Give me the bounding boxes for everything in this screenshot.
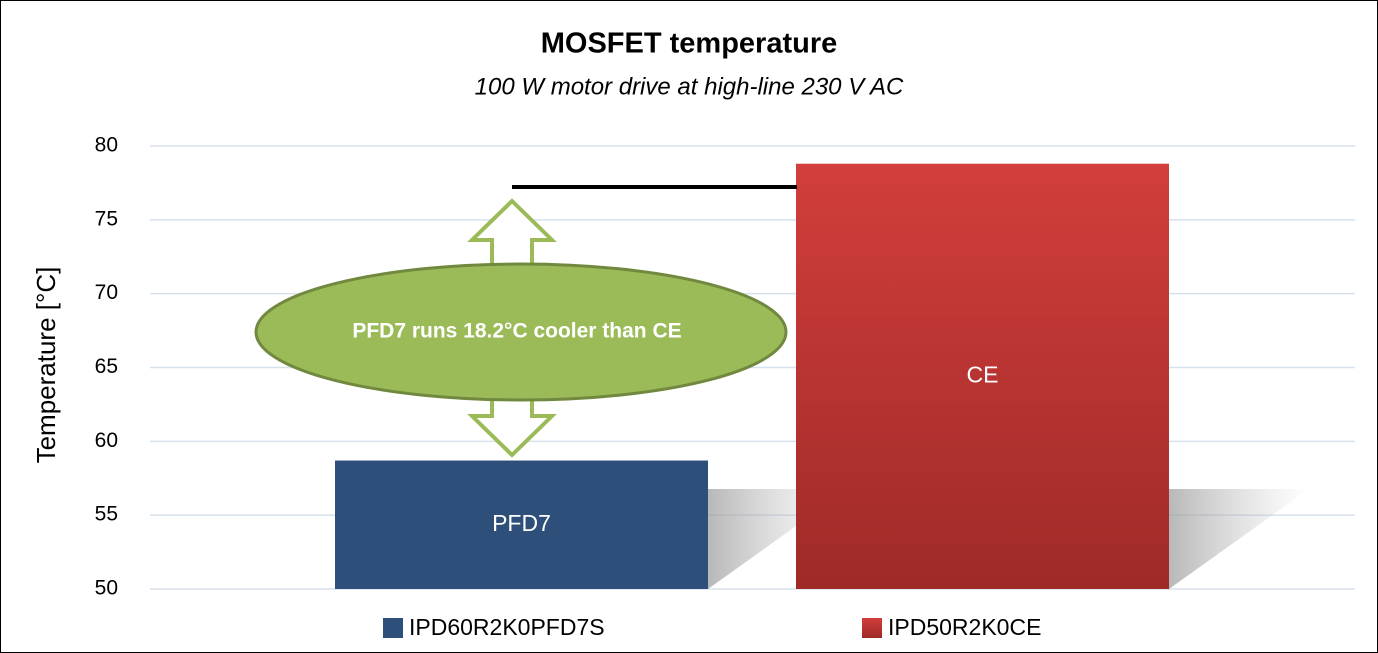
y-tick-label: 55 — [95, 503, 118, 526]
bar-label: PFD7 — [492, 510, 551, 536]
legend: IPD60R2K0PFD7S IPD50R2K0CE — [383, 614, 1041, 640]
annotation: PFD7 runs 18.2°C cooler than CE — [352, 320, 681, 343]
legend-swatch — [383, 618, 403, 638]
y-tick-label: 60 — [95, 429, 118, 452]
chart-subtitle: 100 W motor drive at high-line 230 V AC — [475, 73, 904, 100]
annotation-ellipse — [254, 262, 788, 402]
annotation-shapes — [254, 185, 797, 458]
legend-label: IPD60R2K0PFD7S — [409, 614, 605, 640]
bar-label: CE — [967, 361, 999, 387]
bar — [796, 163, 1169, 589]
chart-title: MOSFET temperature — [541, 28, 838, 60]
y-tick-label: 65 — [95, 355, 118, 378]
y-tick-label: 80 — [95, 134, 118, 157]
y-axis-title: Temperature [°C] — [31, 267, 61, 464]
bars: PFD7 CE — [335, 163, 1309, 589]
bar — [335, 460, 708, 589]
bar-shadow — [1169, 489, 1309, 589]
y-tick-label: 50 — [95, 577, 118, 600]
y-tick-label: 70 — [95, 281, 118, 304]
legend-swatch — [862, 618, 882, 638]
y-tick-label: 75 — [95, 207, 118, 230]
legend-label: IPD50R2K0CE — [888, 614, 1041, 640]
